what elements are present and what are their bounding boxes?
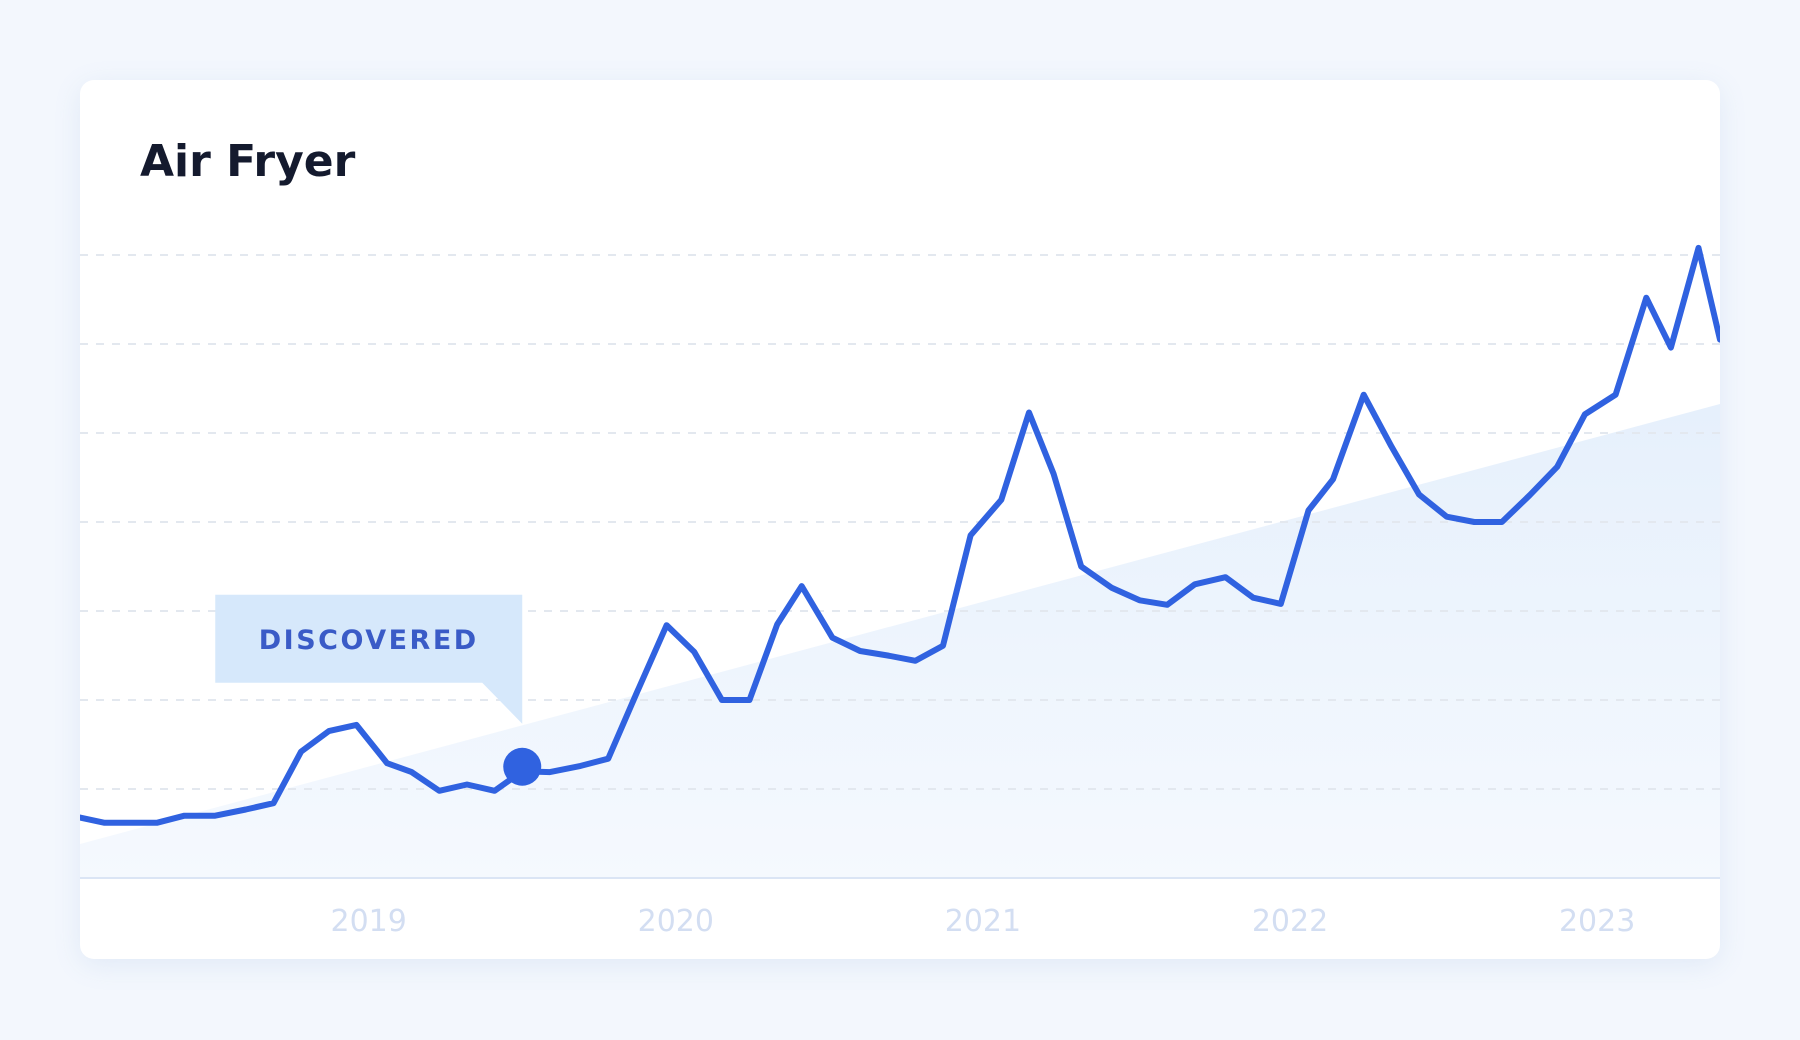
plot <box>80 244 1720 879</box>
x-tick-label: 2021 <box>945 904 1021 939</box>
annotation-label: DISCOVERED <box>259 625 479 656</box>
x-tick-label: 2019 <box>331 904 407 939</box>
discovered-point <box>503 747 542 786</box>
annotation-box <box>215 594 523 724</box>
x-tick-label: 2023 <box>1559 904 1635 939</box>
trend-line <box>80 244 1720 826</box>
x-tick-label: 2022 <box>1252 904 1328 939</box>
chart-title: Air Fryer <box>140 136 356 187</box>
trend-area <box>80 404 1720 878</box>
x-tick-label: 2020 <box>638 904 714 939</box>
